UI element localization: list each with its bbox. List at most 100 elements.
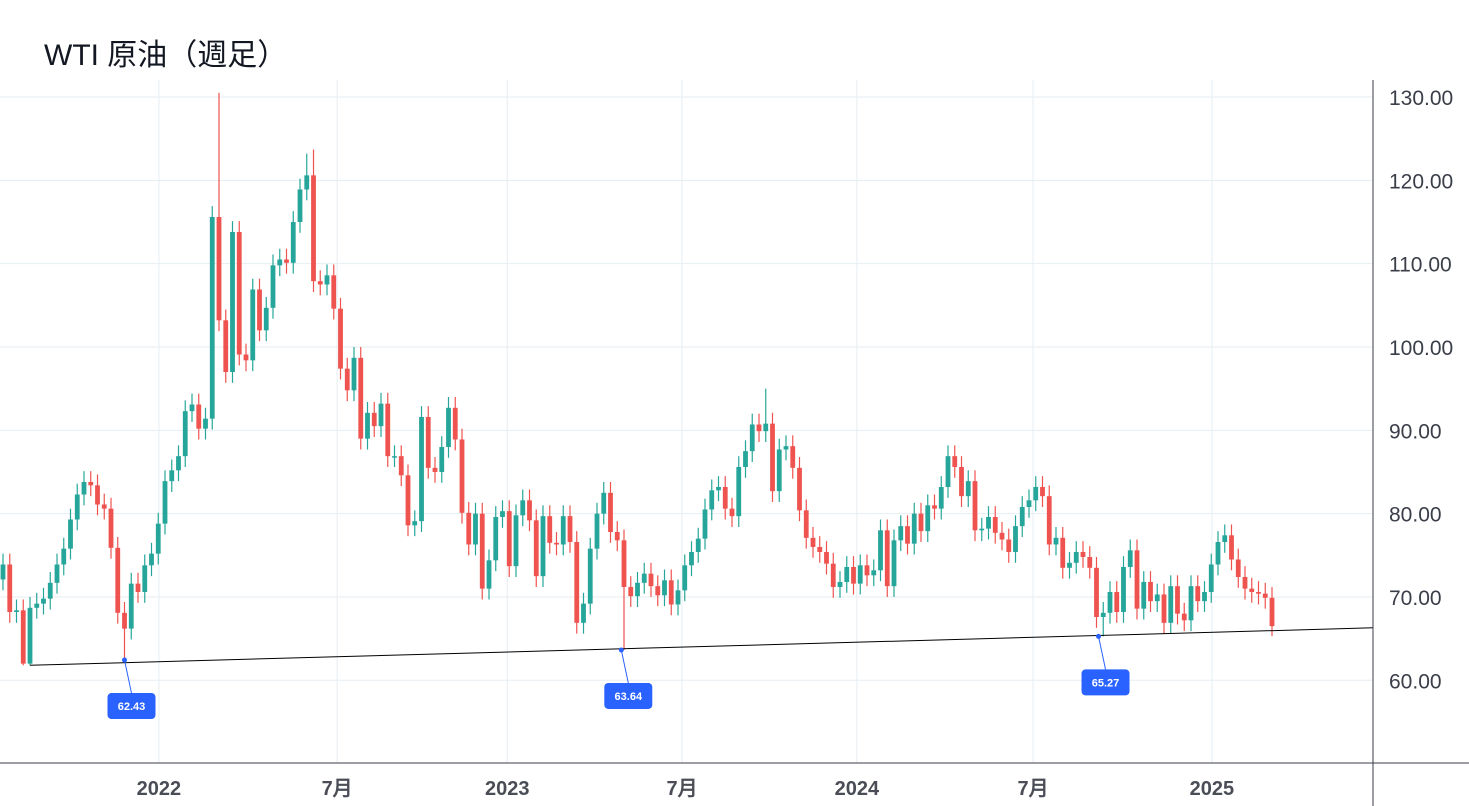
candle (54, 553, 60, 594)
candle-body (911, 513, 917, 544)
candle (1080, 541, 1086, 568)
candle-body (810, 537, 816, 547)
candle (668, 569, 674, 616)
candle (1161, 583, 1167, 634)
candle (662, 569, 667, 607)
candle-body (290, 221, 296, 263)
candle-body (857, 565, 863, 584)
candle (304, 153, 310, 201)
candle-body (547, 516, 553, 543)
candle-body (716, 486, 721, 491)
candle-body (162, 481, 168, 524)
annotation-leader (620, 649, 629, 684)
candle-body (959, 466, 964, 497)
candle (857, 554, 863, 595)
grid-lines (0, 80, 1373, 763)
candle (196, 393, 202, 440)
candle (817, 536, 823, 563)
candle (203, 407, 208, 440)
candle-body (1141, 581, 1147, 609)
candle-body (925, 505, 931, 532)
candle (162, 470, 168, 535)
candle-body (628, 586, 634, 597)
candle (1148, 571, 1153, 612)
candle (1013, 515, 1018, 563)
candle-body (88, 481, 94, 486)
candle (1262, 582, 1268, 609)
candle (810, 526, 816, 558)
candle-body (702, 509, 708, 539)
price-annotation: 62.43 (107, 657, 156, 720)
candle (1040, 476, 1045, 507)
candle (20, 599, 26, 666)
candle (797, 456, 802, 522)
y-tick-label: 70.00 (1389, 587, 1442, 610)
candle-body (297, 189, 303, 222)
candle-body (533, 520, 539, 577)
candle-body (898, 526, 904, 541)
candle-body (47, 582, 53, 599)
candle-body (722, 486, 728, 509)
candle-body (74, 494, 80, 520)
candle-body (878, 530, 883, 571)
y-tick-label: 100.00 (1389, 337, 1453, 360)
candle-body (20, 610, 26, 664)
candle-body (1202, 591, 1207, 602)
candle (0, 553, 6, 591)
candle-body (452, 407, 458, 440)
candle (965, 470, 971, 507)
candle-body (520, 500, 526, 516)
candle (716, 476, 721, 502)
candle (1141, 571, 1147, 620)
candle-body (344, 368, 350, 391)
candle (702, 498, 708, 550)
candle-body (972, 481, 978, 531)
candle (1046, 485, 1052, 556)
price-annotation: 63.64 (604, 647, 653, 709)
candle-body (1208, 564, 1214, 592)
candle-body (338, 308, 343, 369)
candle (182, 400, 188, 467)
candle-body (223, 320, 229, 372)
candle (1053, 526, 1059, 556)
candle (243, 343, 249, 372)
candle-body (527, 500, 532, 521)
candle-body (155, 523, 161, 554)
candle-body (817, 546, 823, 552)
candle (493, 506, 499, 572)
candle-body (581, 603, 586, 623)
candle-body (176, 456, 181, 471)
candle (972, 470, 978, 542)
candle (641, 562, 647, 594)
candle (891, 529, 897, 597)
candle-body (601, 492, 607, 514)
candle-body (358, 357, 364, 439)
candle-body (439, 446, 445, 472)
candle-body (1127, 550, 1133, 567)
candle (830, 552, 836, 598)
candle-body (540, 516, 546, 577)
candle-body (41, 598, 46, 604)
support-trendline[interactable] (29, 627, 1374, 666)
candle-body (317, 281, 323, 285)
candle (351, 346, 357, 402)
candle (101, 493, 107, 520)
candle (689, 541, 694, 577)
candle-body (1053, 537, 1059, 545)
candle (486, 549, 492, 600)
candle-body (270, 265, 276, 308)
candle-body (1148, 581, 1153, 602)
candle (581, 592, 586, 634)
trendline-layer[interactable] (29, 627, 1374, 666)
candle (635, 571, 640, 607)
candle-body (0, 564, 6, 580)
candle-body (250, 289, 256, 361)
candle (68, 508, 73, 560)
candle-body (824, 551, 829, 564)
candle-body (243, 354, 249, 361)
candle (898, 515, 904, 552)
candle (257, 278, 262, 342)
candle (452, 396, 458, 451)
candle-body (1094, 567, 1099, 617)
